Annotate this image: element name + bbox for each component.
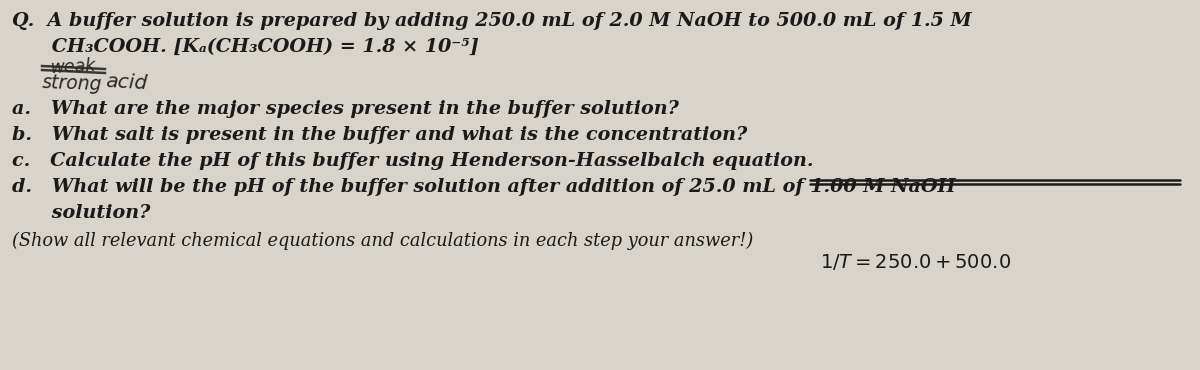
Text: strong: strong bbox=[42, 73, 103, 94]
Text: $\it{1/T = 250.0 + 500.0}$: $\it{1/T = 250.0 + 500.0}$ bbox=[820, 252, 1010, 272]
Text: solution?: solution? bbox=[12, 204, 150, 222]
Text: c.   Calculate the pH of this buffer using Henderson-Hasselbalch equation.: c. Calculate the pH of this buffer using… bbox=[12, 152, 814, 170]
Text: b.   What salt is present in the buffer and what is the concentration?: b. What salt is present in the buffer an… bbox=[12, 126, 748, 144]
Text: CH₃COOH. [Kₐ(CH₃COOH) = 1.8 × 10⁻⁵]: CH₃COOH. [Kₐ(CH₃COOH) = 1.8 × 10⁻⁵] bbox=[12, 38, 479, 56]
Text: (Show all relevant chemical equations and calculations in each step your answer!: (Show all relevant chemical equations an… bbox=[12, 232, 754, 250]
Text: acid: acid bbox=[106, 72, 148, 93]
Text: d.   What will be the pH of the buffer solution after addition of 25.0 mL of 1.0: d. What will be the pH of the buffer sol… bbox=[12, 178, 955, 196]
Text: weak: weak bbox=[50, 57, 97, 77]
Text: a.   What are the major species present in the buffer solution?: a. What are the major species present in… bbox=[12, 100, 679, 118]
Text: Q.  A buffer solution is prepared by adding 250.0 mL of 2.0 M NaOH to 500.0 mL o: Q. A buffer solution is prepared by addi… bbox=[12, 12, 972, 30]
